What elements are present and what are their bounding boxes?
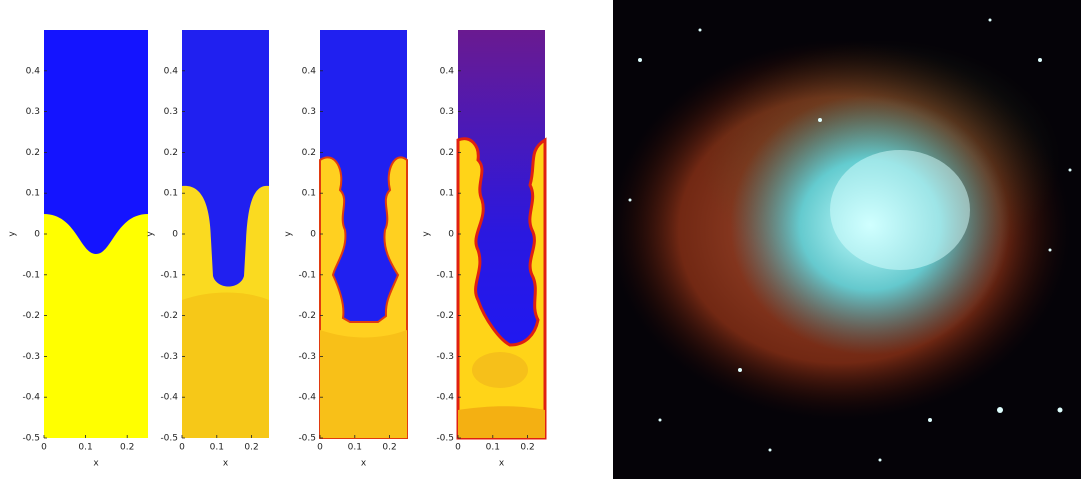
x-tick-label: 0.2 [520,443,534,453]
y-tick-label: -0.2 [298,311,316,321]
y-tick-label: 0.2 [164,148,178,158]
y-tick-label: -0.5 [436,434,454,444]
y-tick-label: 0 [172,230,178,240]
y-tick-label: 0.4 [164,66,179,76]
x-tick-label: 0.1 [78,443,92,453]
y-tick-label: 0.4 [440,66,455,76]
x-tick-label: 0.2 [120,443,134,453]
y-tick-label: 0.3 [26,107,40,117]
y-tick-label: -0.1 [436,270,454,280]
y-tick-label: 0 [34,230,40,240]
y-tick-label: -0.4 [298,393,316,403]
x-axis-label: x [499,459,505,469]
simulation-panel [320,30,407,438]
y-tick-label: 0.4 [26,66,41,76]
y-tick-label: 0.3 [302,107,316,117]
y-tick-label: -0.5 [298,434,316,444]
y-tick-label: 0.2 [440,148,454,158]
x-axis-label: x [223,459,229,469]
y-tick-label: 0.3 [164,107,178,117]
x-tick-label: 0 [317,443,323,453]
y-axis-label: y [422,231,432,237]
y-axis-label: y [284,231,294,237]
simulation-panel [458,30,545,438]
x-tick-label: 0.2 [244,443,258,453]
x-tick-label: 0.1 [348,443,362,453]
y-tick-label: 0.1 [302,189,316,199]
y-tick-label: 0.2 [26,148,40,158]
y-tick-label: 0.1 [164,189,178,199]
y-tick-label: 0.1 [440,189,454,199]
x-tick-label: 0 [179,443,185,453]
y-tick-label: -0.2 [436,311,454,321]
y-tick-label: 0.2 [302,148,316,158]
x-tick-label: 0.1 [210,443,224,453]
y-tick-label: 0 [448,230,454,240]
y-tick-label: -0.3 [160,352,178,362]
nebula-photo [610,0,1081,479]
y-axis-label: y [146,231,156,237]
y-tick-label: 0.4 [302,66,317,76]
y-axis-label: y [8,231,18,237]
scene: -0.5 -0.4 -0.3 -0.2 -0.1 0 0.1 0.2 0.3 0.4 0 0.1 0.2… [0,0,1081,479]
simulation-panel [182,30,269,438]
y-tick-label: -0.4 [436,393,454,403]
y-tick-label: -0.1 [160,270,178,280]
y-tick-label: -0.2 [160,311,178,321]
y-tick-label: -0.3 [22,352,40,362]
y-tick-label: -0.5 [22,434,40,444]
y-tick-label: -0.1 [22,270,40,280]
simulation-panel [44,30,148,438]
y-tick-label: -0.3 [298,352,316,362]
x-tick-label: 0.2 [382,443,396,453]
y-tick-label: 0 [310,230,316,240]
y-tick-label: -0.4 [160,393,178,403]
y-tick-label: -0.4 [22,393,40,403]
y-tick-label: -0.1 [298,270,316,280]
x-axis-label: x [93,459,99,469]
y-tick-label: 0.1 [26,189,40,199]
x-tick-label: 0 [41,443,47,453]
y-tick-label: -0.3 [436,352,454,362]
x-tick-label: 0.1 [486,443,500,453]
x-tick-label: 0 [455,443,461,453]
x-axis-label: x [361,459,367,469]
y-tick-label: -0.5 [160,434,178,444]
y-tick-label: -0.2 [22,311,40,321]
y-tick-label: 0.3 [440,107,454,117]
